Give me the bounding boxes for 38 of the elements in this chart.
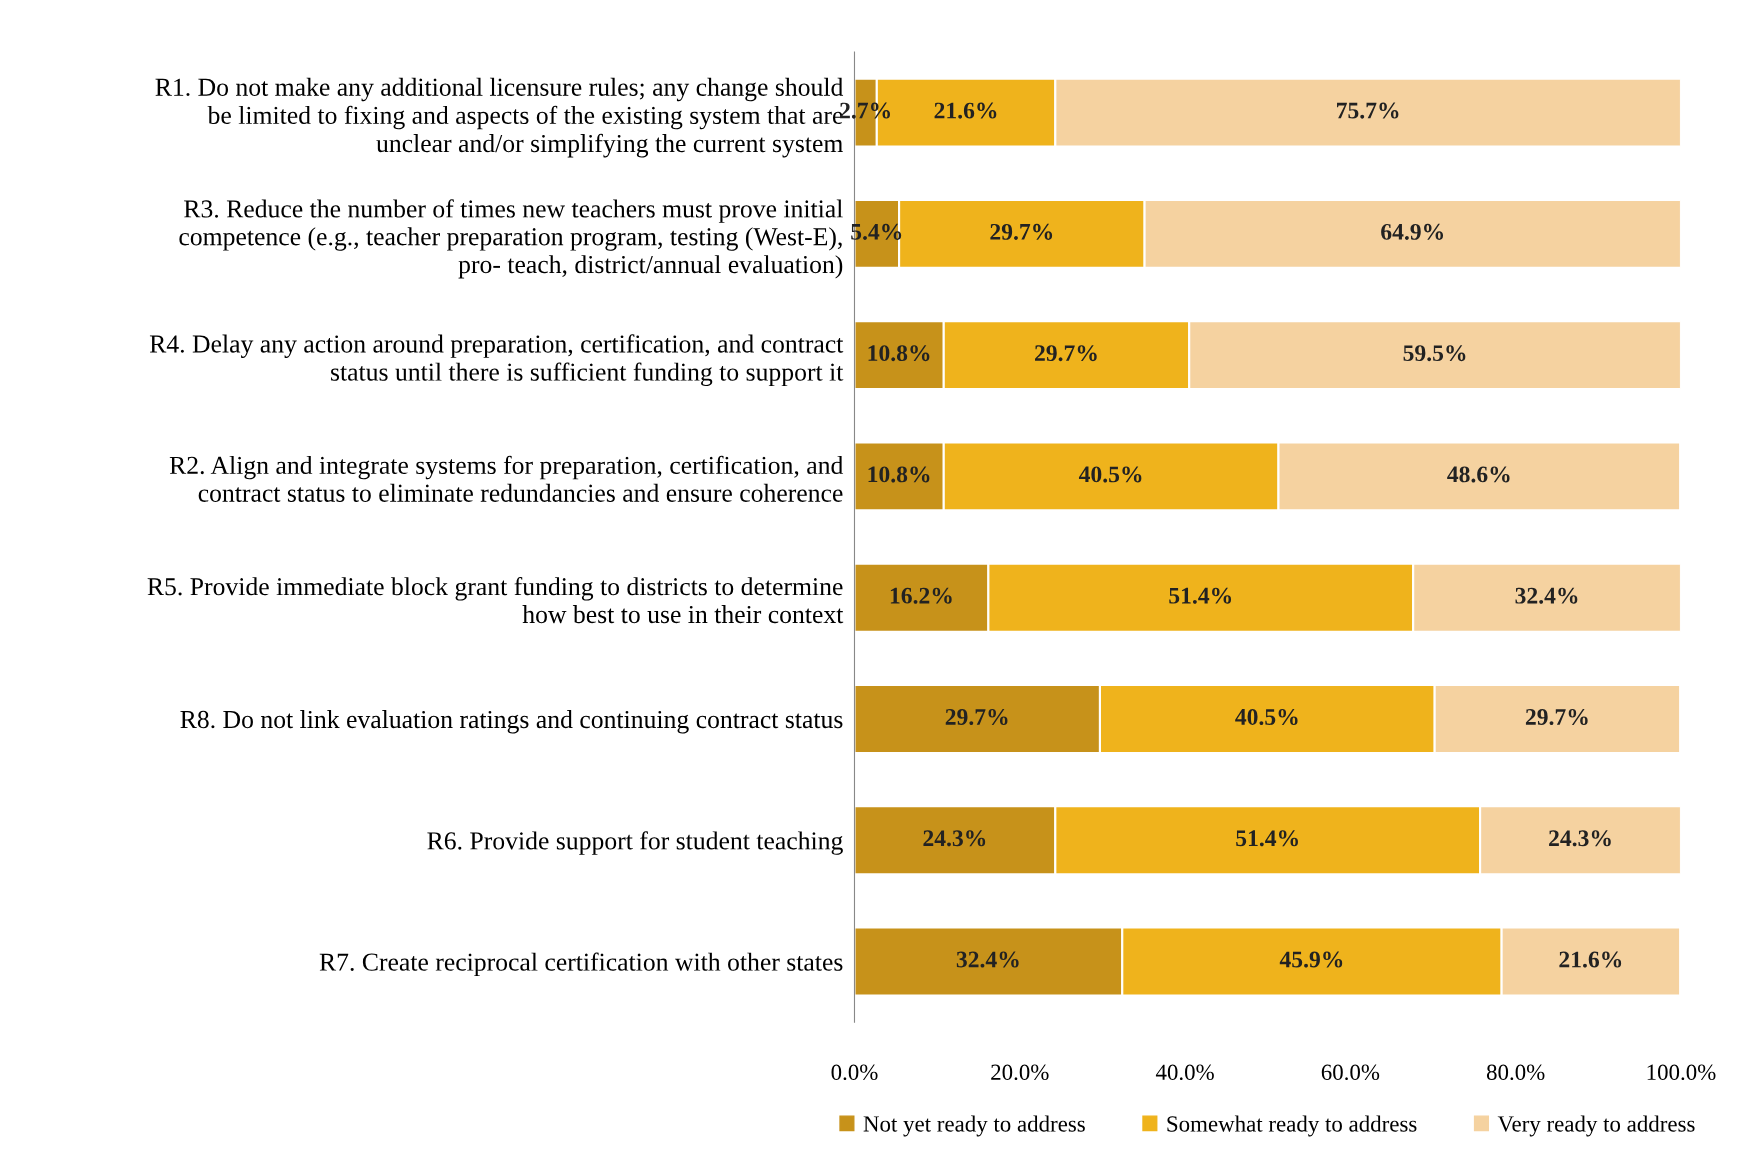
data-label: 48.6%: [1447, 466, 1510, 483]
data-label: 16.2%: [890, 587, 952, 604]
data-label: 40.5%: [1078, 466, 1142, 483]
x-tick-label: 100.0%: [1647, 1064, 1716, 1081]
data-label: 59.5%: [1403, 345, 1466, 362]
y-tick-label: R6. Provide support for student teaching: [427, 831, 843, 855]
y-tick-label: R3. Reduce the number of times new teachers must prove initial competence (e.g., teacher preparation program, testing (West-E), pro- teach, district/annual evaluation): [179, 199, 843, 279]
data-label: 29.7%: [1035, 345, 1097, 362]
y-tick-label: R4. Delay any action around preparation, certification, and contract status until there is sufficient funding to support it: [149, 334, 844, 387]
data-label: 40.5%: [1235, 708, 1298, 725]
data-label: 24.3%: [1549, 830, 1611, 847]
data-label: 51.4%: [1169, 587, 1232, 604]
data-label: 24.3%: [923, 830, 986, 847]
y-tick-label: R7. Create reciprocal certification with other states: [319, 952, 843, 977]
data-label: 21.6%: [934, 102, 997, 119]
x-tick-label: 40.0%: [1155, 1064, 1214, 1081]
x-tick-label: 60.0%: [1321, 1064, 1380, 1081]
legend-label: Very ready to address: [1497, 1115, 1695, 1137]
legend-label: Somewhat ready to address: [1167, 1115, 1417, 1137]
data-label: 64.9%: [1381, 223, 1444, 240]
y-tick-label: R2. Align and integrate systems for preparation, certification, and contract status to eliminate redundancies and ensure coherence: [169, 455, 844, 502]
x-tick-label: 20.0%: [991, 1064, 1049, 1081]
x-tick-label: 0.0%: [831, 1064, 878, 1081]
data-label: 32.4%: [956, 951, 1019, 968]
data-label: 51.4%: [1236, 830, 1298, 847]
data-label: 29.7%: [945, 708, 1008, 725]
data-label: 10.8%: [868, 345, 930, 362]
data-label: 29.7%: [1525, 708, 1588, 725]
data-label: 29.7%: [990, 223, 1053, 240]
x-tick-label: 80.0%: [1486, 1064, 1545, 1081]
y-tick-label: R8. Do not link evaluation ratings and continuing contract status: [180, 710, 843, 734]
legend-label: Not yet ready to address: [863, 1115, 1085, 1137]
data-label: 75.7%: [1337, 102, 1399, 119]
y-tick-label: R5. Provide immediate block grant funding to districts to determine how best to use in their context: [147, 576, 844, 624]
data-label: 45.9%: [1279, 951, 1343, 968]
data-label: 32.4%: [1515, 587, 1578, 604]
data-label: 21.6%: [1559, 951, 1622, 968]
data-label: 10.8%: [868, 466, 930, 483]
